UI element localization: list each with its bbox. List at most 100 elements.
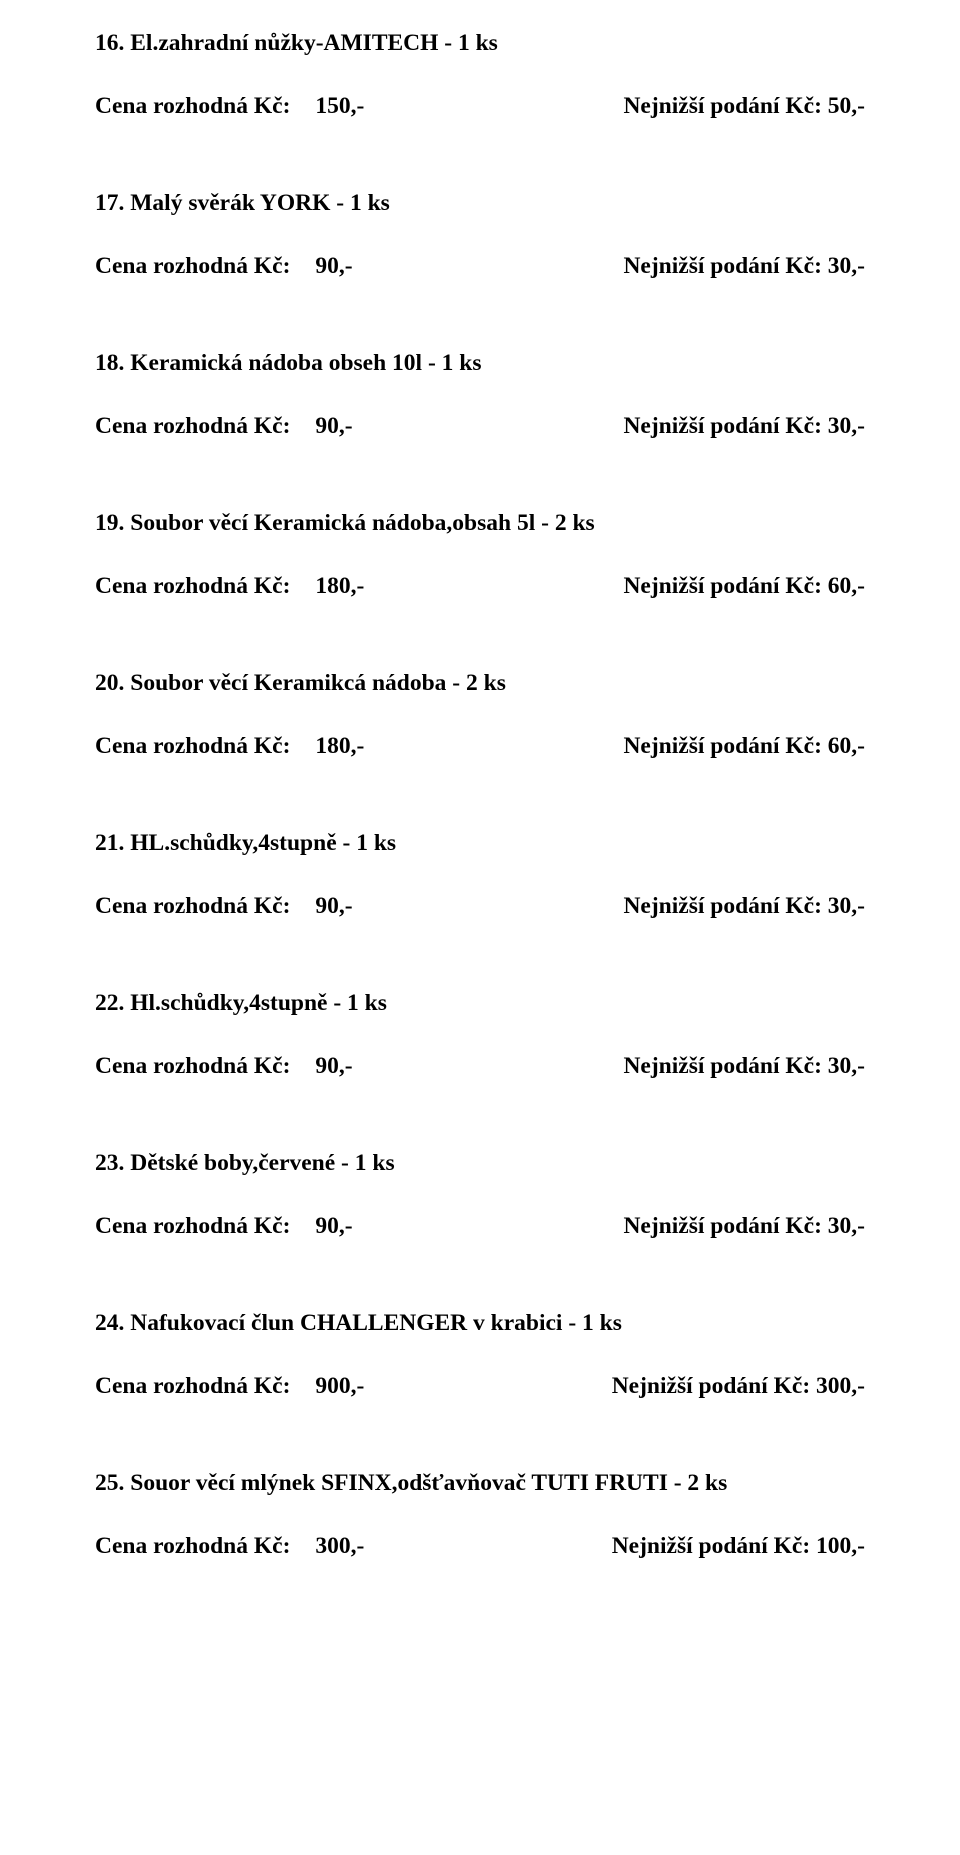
auction-item: 25. Souor věcí mlýnek SFINX,odšťavňovač …	[95, 1470, 865, 1560]
decisive-price: Cena rozhodná Kč: 90,-	[95, 253, 353, 280]
lowest-bid-label: Nejnižší podání Kč:	[623, 1053, 821, 1079]
lowest-bid-label: Nejnižší podání Kč:	[623, 1213, 821, 1239]
item-title-row: 23. Dětské boby,červené - 1 ks	[95, 1150, 865, 1177]
decisive-price-value: 150,-	[315, 93, 364, 120]
item-number: 17.	[95, 190, 124, 216]
lowest-bid: Nejnižší podání Kč: 100,-	[612, 1533, 865, 1560]
item-price-row: Cena rozhodná Kč: 180,- Nejnižší podání Kč…	[95, 573, 865, 600]
decisive-price-label: Cena rozhodná Kč:	[95, 1373, 290, 1400]
decisive-price: Cena rozhodná Kč: 180,-	[95, 733, 364, 760]
item-name: Soubor věcí Keramikcá nádoba - 2 ks	[130, 670, 506, 696]
decisive-price-label: Cena rozhodná Kč:	[95, 253, 290, 280]
lowest-bid: Nejnižší podání Kč: 300,-	[612, 1373, 865, 1400]
decisive-price-label: Cena rozhodná Kč:	[95, 1053, 290, 1080]
decisive-price-label: Cena rozhodná Kč:	[95, 893, 290, 920]
item-title-row: 20. Soubor věcí Keramikcá nádoba - 2 ks	[95, 670, 865, 697]
lowest-bid-label: Nejnižší podání Kč:	[623, 93, 821, 119]
lowest-bid-value: 30,-	[828, 413, 865, 439]
decisive-price-value: 180,-	[315, 733, 364, 760]
item-price-row: Cena rozhodná Kč: 90,- Nejnižší podání Kč:…	[95, 1053, 865, 1080]
decisive-price-label: Cena rozhodná Kč:	[95, 93, 290, 120]
decisive-price-value: 90,-	[315, 253, 352, 280]
decisive-price-value: 90,-	[315, 1053, 352, 1080]
lowest-bid: Nejnižší podání Kč: 60,-	[623, 573, 865, 600]
decisive-price-label: Cena rozhodná Kč:	[95, 1533, 290, 1560]
auction-item: 20. Soubor věcí Keramikcá nádoba - 2 ks C…	[95, 670, 865, 760]
item-price-row: Cena rozhodná Kč: 90,- Nejnižší podání Kč:…	[95, 893, 865, 920]
item-list: 16. El.zahradní nůžky-AMITECH - 1 ks Cena…	[95, 30, 865, 1560]
item-title-row: 18. Keramická nádoba obseh 10l - 1 ks	[95, 350, 865, 377]
decisive-price-value: 300,-	[315, 1533, 364, 1560]
item-number: 19.	[95, 510, 124, 536]
item-price-row: Cena rozhodná Kč: 90,- Nejnižší podání Kč:…	[95, 1213, 865, 1240]
decisive-price: Cena rozhodná Kč: 90,-	[95, 1213, 353, 1240]
item-price-row: Cena rozhodná Kč: 90,- Nejnižší podání Kč:…	[95, 253, 865, 280]
item-name: Dětské boby,červené - 1 ks	[130, 1150, 394, 1176]
lowest-bid-label: Nejnižší podání Kč:	[612, 1373, 810, 1399]
auction-item: 23. Dětské boby,červené - 1 ks Cena rozho…	[95, 1150, 865, 1240]
decisive-price: Cena rozhodná Kč: 300,-	[95, 1533, 364, 1560]
item-title-row: 16. El.zahradní nůžky-AMITECH - 1 ks	[95, 30, 865, 57]
item-number: 24.	[95, 1310, 124, 1336]
lowest-bid: Nejnižší podání Kč: 30,-	[623, 413, 865, 440]
item-number: 18.	[95, 350, 124, 376]
decisive-price: Cena rozhodná Kč: 150,-	[95, 93, 364, 120]
item-price-row: Cena rozhodná Kč: 180,- Nejnižší podání Kč…	[95, 733, 865, 760]
lowest-bid-value: 100,-	[816, 1533, 865, 1559]
decisive-price-value: 180,-	[315, 573, 364, 600]
item-name: Keramická nádoba obseh 10l - 1 ks	[130, 350, 481, 376]
decisive-price: Cena rozhodná Kč: 90,-	[95, 1053, 353, 1080]
item-title-row: 24. Nafukovací člun CHALLENGER v krabici…	[95, 1310, 865, 1337]
decisive-price-label: Cena rozhodná Kč:	[95, 1213, 290, 1240]
auction-item: 16. El.zahradní nůžky-AMITECH - 1 ks Cena…	[95, 30, 865, 120]
lowest-bid-value: 50,-	[828, 93, 865, 119]
decisive-price-value: 90,-	[315, 893, 352, 920]
item-number: 22.	[95, 990, 124, 1016]
decisive-price-value: 90,-	[315, 413, 352, 440]
item-name: Malý svěrák YORK - 1 ks	[130, 190, 390, 216]
auction-item: 24. Nafukovací člun CHALLENGER v krabici…	[95, 1310, 865, 1400]
item-title-row: 22. Hl.schůdky,4stupně - 1 ks	[95, 990, 865, 1017]
item-number: 16.	[95, 30, 124, 56]
lowest-bid-label: Nejnižší podání Kč:	[623, 733, 821, 759]
lowest-bid-label: Nejnižší podání Kč:	[623, 573, 821, 599]
item-title-row: 25. Souor věcí mlýnek SFINX,odšťavňovač …	[95, 1470, 865, 1497]
auction-item: 22. Hl.schůdky,4stupně - 1 ks Cena rozhod…	[95, 990, 865, 1080]
lowest-bid: Nejnižší podání Kč: 60,-	[623, 733, 865, 760]
item-title-row: 21. HL.schůdky,4stupně - 1 ks	[95, 830, 865, 857]
decisive-price: Cena rozhodná Kč: 180,-	[95, 573, 364, 600]
item-price-row: Cena rozhodná Kč:90,- Nejnižší podání Kč:…	[95, 413, 865, 440]
item-number: 23.	[95, 1150, 124, 1176]
decisive-price-value: 90,-	[315, 1213, 352, 1240]
item-number: 20.	[95, 670, 124, 696]
item-name: Nafukovací člun CHALLENGER v krabici - 1…	[130, 1310, 622, 1336]
item-name: El.zahradní nůžky-AMITECH - 1 ks	[130, 30, 498, 56]
auction-item: 17. Malý svěrák YORK - 1 ks Cena rozhodná…	[95, 190, 865, 280]
item-price-row: Cena rozhodná Kč: 300,- Nejnižší podání Kč…	[95, 1533, 865, 1560]
auction-item: 19. Soubor věcí Keramická nádoba,obsah 5…	[95, 510, 865, 600]
lowest-bid: Nejnižší podání Kč: 30,-	[623, 1213, 865, 1240]
lowest-bid: Nejnižší podání Kč: 30,-	[623, 253, 865, 280]
item-name: Souor věcí mlýnek SFINX,odšťavňovač TUTI…	[130, 1470, 727, 1496]
item-title-row: 19. Soubor věcí Keramická nádoba,obsah 5…	[95, 510, 865, 537]
item-number: 21.	[95, 830, 124, 856]
lowest-bid-label: Nejnižší podání Kč:	[623, 413, 821, 439]
lowest-bid-value: 300,-	[816, 1373, 865, 1399]
lowest-bid-value: 60,-	[828, 573, 865, 599]
decisive-price-label: Cena rozhodná Kč:	[95, 733, 290, 760]
auction-item: 18. Keramická nádoba obseh 10l - 1 ks Cen…	[95, 350, 865, 440]
auction-item: 21. HL.schůdky,4stupně - 1 ks Cena rozhod…	[95, 830, 865, 920]
lowest-bid-label: Nejnižší podání Kč:	[623, 253, 821, 279]
item-name: Soubor věcí Keramická nádoba,obsah 5l - …	[130, 510, 594, 536]
item-name: Hl.schůdky,4stupně - 1 ks	[130, 990, 387, 1016]
item-name: HL.schůdky,4stupně - 1 ks	[130, 830, 396, 856]
lowest-bid-value: 30,-	[828, 1213, 865, 1239]
decisive-price: Cena rozhodná Kč:90,-	[95, 413, 353, 440]
decisive-price-label: Cena rozhodná Kč:	[95, 573, 290, 600]
lowest-bid: Nejnižší podání Kč: 50,-	[623, 93, 865, 120]
item-price-row: Cena rozhodná Kč:900,-Nejnižší podání Kč…	[95, 1373, 865, 1400]
item-price-row: Cena rozhodná Kč: 150,- Nejnižší podání Kč…	[95, 93, 865, 120]
lowest-bid-value: 60,-	[828, 733, 865, 759]
lowest-bid-value: 30,-	[828, 253, 865, 279]
lowest-bid: Nejnižší podání Kč: 30,-	[623, 893, 865, 920]
